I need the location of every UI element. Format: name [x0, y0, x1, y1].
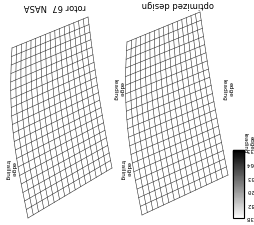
Text: edge
trailing: edge trailing [120, 160, 130, 180]
Bar [233, 150, 244, 218]
Text: 1.03: 1.03 [246, 175, 254, 180]
Text: edge
leading: edge leading [113, 79, 123, 101]
Text: edge
leading: edge leading [243, 133, 253, 153]
Text: 1.20: 1.20 [246, 188, 254, 193]
Text: 0.33: 0.33 [246, 148, 254, 153]
Text: edge
trailing: edge trailing [5, 160, 15, 180]
Text: edge
leading: edge leading [221, 79, 232, 101]
Text: 0.64: 0.64 [246, 161, 254, 166]
Text: 3.38: 3.38 [246, 216, 254, 220]
Text: 1.82: 1.82 [246, 202, 254, 207]
Text: optimized design: optimized design [142, 0, 214, 9]
Text: rotor 67  NASA: rotor 67 NASA [24, 2, 86, 11]
